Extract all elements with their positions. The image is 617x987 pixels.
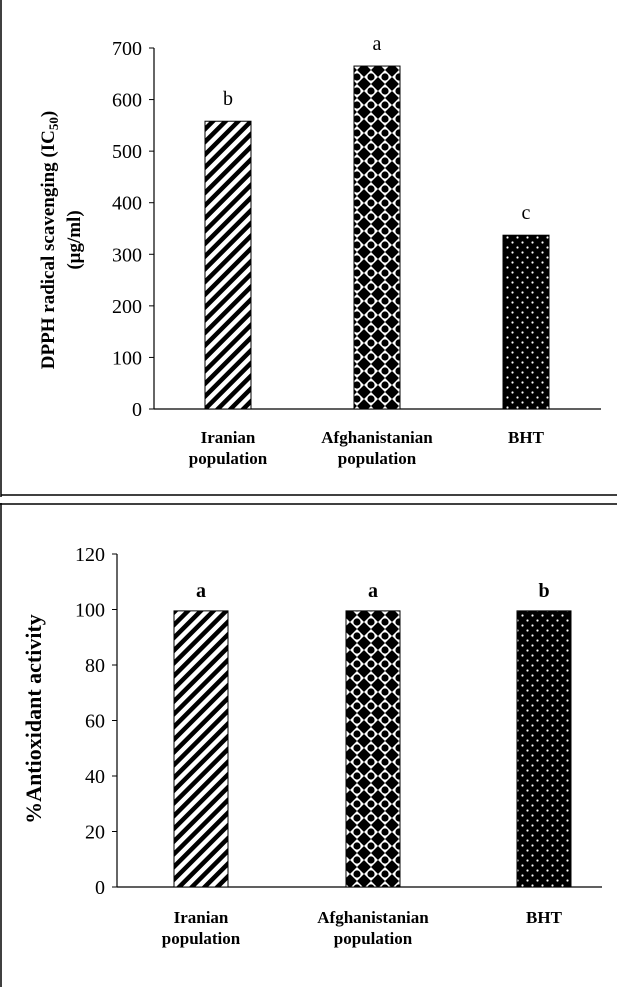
- bar-bht: [502, 234, 550, 410]
- y-axis-label-subscript: 50: [46, 117, 61, 130]
- chart-plot-area: 0 100 200 300 400 500 600 700 b Iranian population…: [112, 33, 601, 468]
- x-category-label: BHT: [526, 908, 563, 927]
- y-axis-label: DPPH radical scavenging (IC50): [38, 111, 61, 369]
- significance-letter: c: [522, 202, 531, 224]
- significance-letter: a: [368, 580, 378, 602]
- y-tick-label: 100: [112, 347, 142, 369]
- y-axis-label-units: (μg/ml): [64, 210, 85, 269]
- antioxidant-chart-svg: 0 20 40 60 80 100 120 a Iranian population a Afghan…: [0, 503, 617, 987]
- x-category-label: population: [334, 929, 413, 948]
- bar-iranian-population: [173, 610, 229, 888]
- x-category-label: Iranian: [174, 908, 229, 927]
- y-tick-label: 600: [112, 90, 142, 112]
- bar-bht: [516, 610, 572, 888]
- y-tick-label: 60: [85, 711, 105, 733]
- significance-letter: a: [196, 580, 206, 602]
- bar-afghanistanian-population: [345, 610, 401, 888]
- x-category-label: population: [189, 449, 268, 468]
- y-tick-label: 20: [85, 822, 105, 844]
- y-axis-label-close: ): [38, 111, 59, 117]
- significance-letter: b: [223, 88, 233, 110]
- x-category-label: Afghanistanian: [317, 908, 429, 927]
- y-axis-label: %Antioxidant activity: [21, 614, 46, 824]
- chart-plot-area: 0 20 40 60 80 100 120 a Iranian population a Afghan…: [75, 544, 602, 948]
- y-tick-label: 200: [112, 296, 142, 318]
- x-category-label: population: [162, 929, 241, 948]
- bar-afghanistanian-population: [353, 65, 401, 410]
- chart-panel-antioxidant: 0 20 40 60 80 100 120 a Iranian population a Afghan…: [0, 503, 617, 987]
- y-tick-label: 80: [85, 655, 105, 677]
- x-category-label: population: [338, 449, 417, 468]
- y-axis-label-main: DPPH radical scavenging (IC: [38, 130, 59, 369]
- chart-panel-dpph: 0 100 200 300 400 500 600 700 b Iranian population…: [0, 0, 617, 497]
- dpph-chart-svg: 0 100 200 300 400 500 600 700 b Iranian population…: [0, 0, 617, 497]
- y-tick-label: 500: [112, 141, 142, 163]
- y-tick-label: 300: [112, 244, 142, 266]
- y-tick-label: 100: [75, 600, 105, 622]
- y-tick-label: 0: [132, 399, 142, 421]
- x-category-label: Iranian: [201, 428, 256, 447]
- bar-iranian-population: [204, 120, 252, 410]
- y-tick-label: 120: [75, 544, 105, 566]
- significance-letter: b: [538, 580, 549, 602]
- y-tick-label: 0: [95, 877, 105, 899]
- significance-letter: a: [373, 33, 382, 55]
- y-tick-label: 40: [85, 766, 105, 788]
- y-tick-label: 700: [112, 38, 142, 60]
- y-tick-label: 400: [112, 193, 142, 215]
- x-category-label: Afghanistanian: [321, 428, 433, 447]
- x-category-label: BHT: [508, 428, 545, 447]
